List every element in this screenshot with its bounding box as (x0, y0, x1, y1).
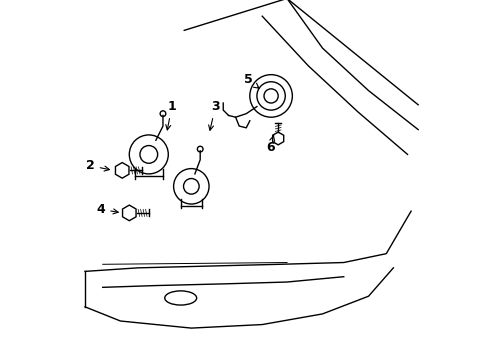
Circle shape (140, 145, 157, 163)
Text: 1: 1 (165, 100, 176, 130)
Text: 3: 3 (208, 100, 219, 130)
Circle shape (129, 135, 168, 174)
Text: 2: 2 (86, 159, 109, 172)
Text: 6: 6 (265, 135, 274, 154)
Circle shape (249, 75, 292, 117)
Text: 5: 5 (243, 73, 259, 88)
Circle shape (256, 82, 285, 110)
Text: 4: 4 (96, 203, 118, 216)
Circle shape (160, 111, 165, 117)
Circle shape (173, 168, 209, 204)
Circle shape (183, 179, 199, 194)
Circle shape (264, 89, 278, 103)
Circle shape (197, 146, 203, 152)
Ellipse shape (164, 291, 196, 305)
